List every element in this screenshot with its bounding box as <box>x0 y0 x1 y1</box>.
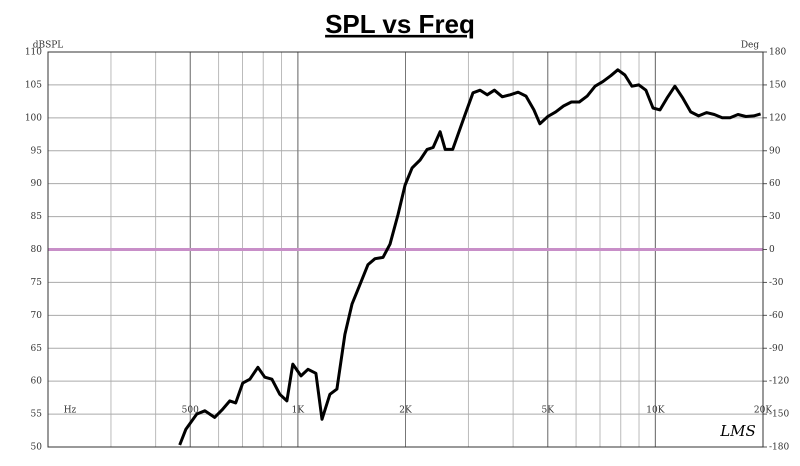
y2-tick-label: -150 <box>769 410 789 420</box>
y-axis-label: dBSPL <box>33 41 64 51</box>
watermark: LMS <box>719 422 756 440</box>
y2-tick-label: 60 <box>769 179 781 189</box>
y-tick-label: 80 <box>31 245 43 255</box>
y-tick-label: 100 <box>25 113 42 123</box>
y2-tick-label: 0 <box>769 245 775 255</box>
x-tick-label: 10K <box>646 406 664 416</box>
chart-title: SPL vs Freq <box>325 9 475 39</box>
y2-tick-label: -60 <box>769 311 784 321</box>
y2-tick-label: 180 <box>769 48 786 58</box>
y-tick-label: 50 <box>31 443 43 453</box>
x-tick-label: 1K <box>292 406 305 416</box>
y-tick-label: 70 <box>31 311 43 321</box>
y2-tick-label: -180 <box>769 443 789 453</box>
y2-tick-label: -30 <box>769 278 784 288</box>
x-tick-label: 5K <box>542 406 555 416</box>
y-tick-label: 105 <box>25 80 42 90</box>
y2-tick-label: 120 <box>769 113 786 123</box>
plot-frame <box>47 51 764 448</box>
y-tick-label: 55 <box>31 410 43 420</box>
y-tick-label: 95 <box>31 146 43 156</box>
y-tick-label: 90 <box>31 179 43 189</box>
y2-tick-label: 150 <box>769 80 786 90</box>
y2-axis-label: Deg <box>741 41 760 51</box>
y-tick-label: 65 <box>31 344 43 354</box>
x-tick-label: 2K <box>399 406 412 416</box>
y-tick-label: 85 <box>31 212 43 222</box>
y-tick-label: 110 <box>25 48 42 58</box>
y-tick-label: 75 <box>31 278 43 288</box>
spl-curve <box>178 68 762 446</box>
y2-tick-label: -90 <box>769 344 784 354</box>
y-tick-label: 60 <box>31 377 43 387</box>
y2-tick-label: -120 <box>769 377 789 387</box>
x-tick-label: 500 <box>182 406 199 416</box>
y2-tick-label: 90 <box>769 146 781 156</box>
x-axis-label: Hz <box>64 406 77 416</box>
y2-tick-label: 30 <box>769 212 781 222</box>
